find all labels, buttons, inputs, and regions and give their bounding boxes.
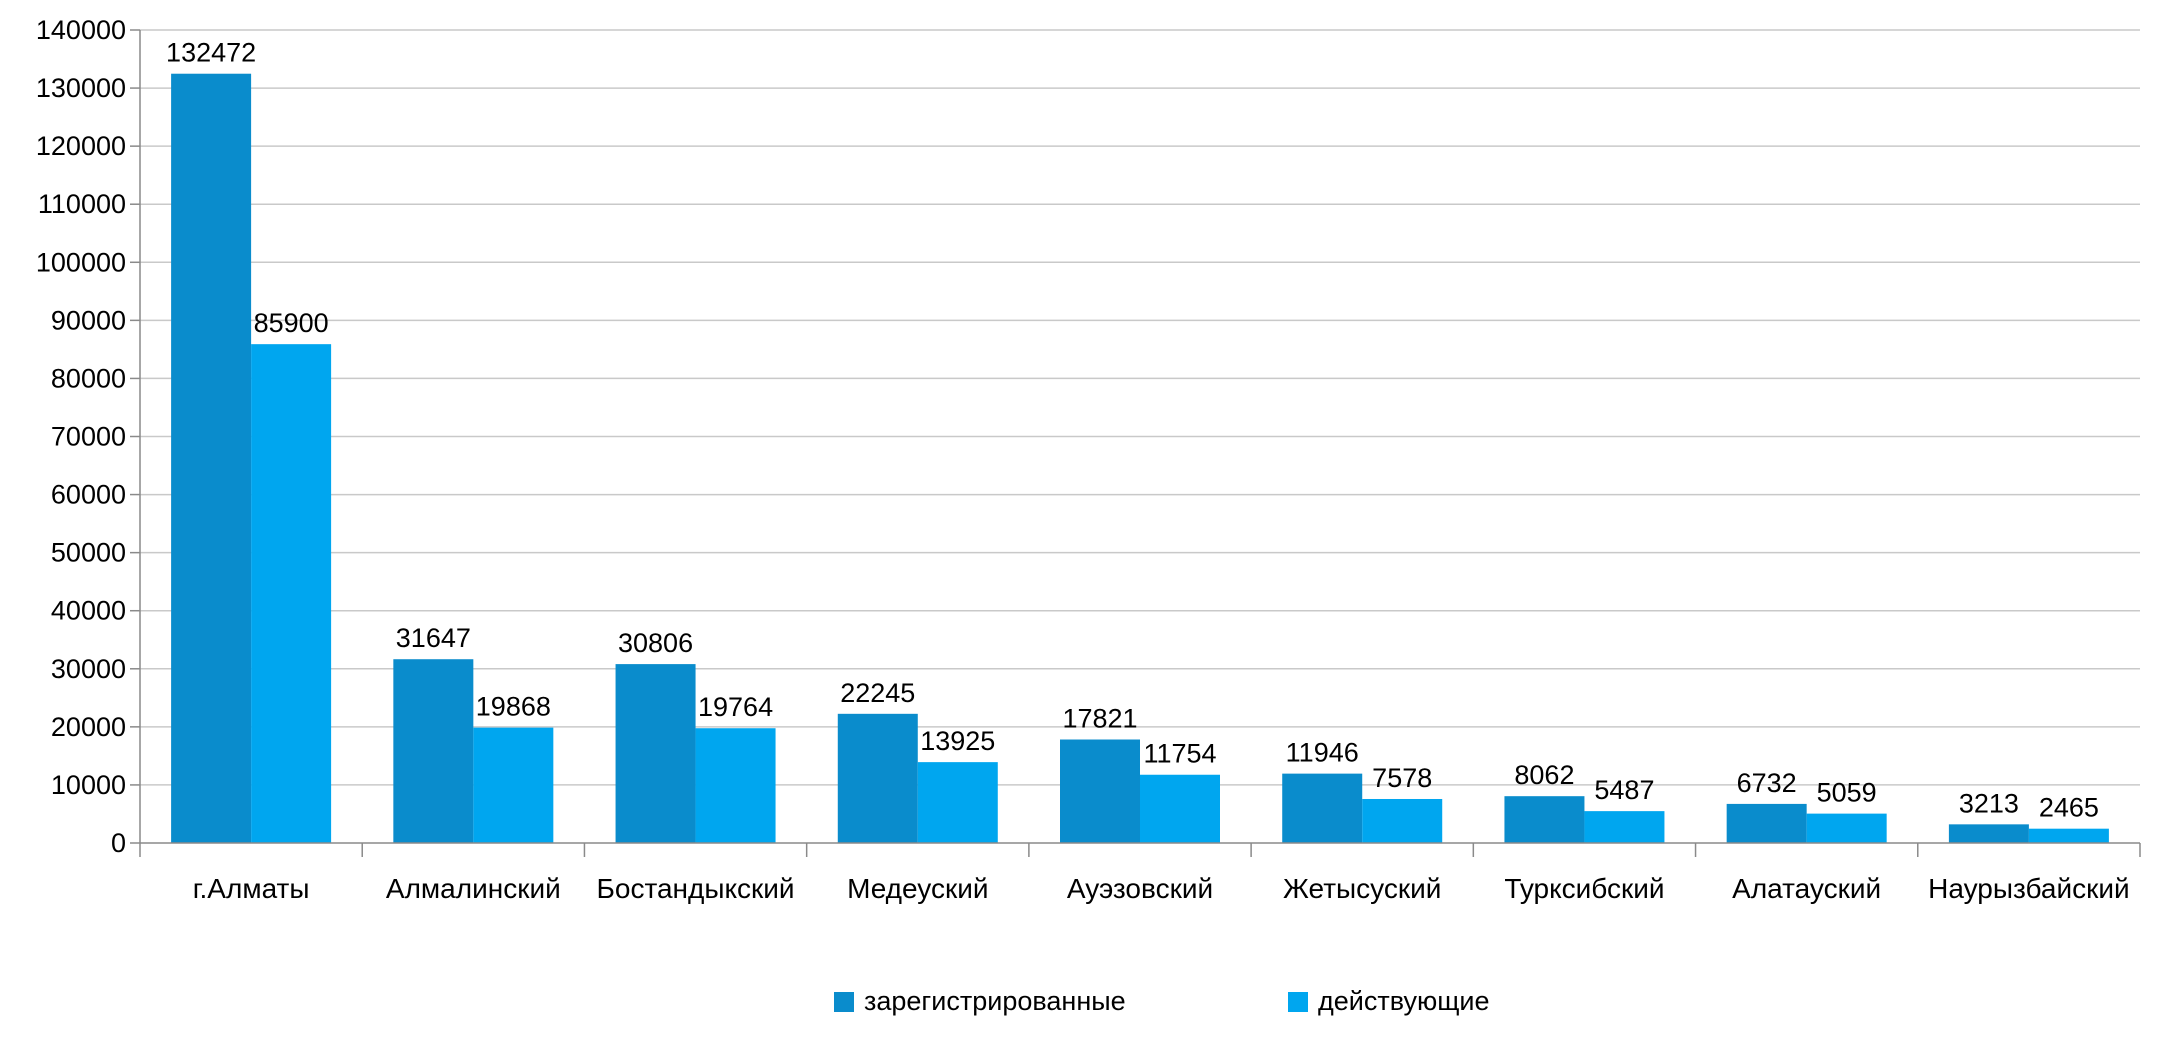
x-category-label: Бостандыкский [597,873,795,904]
x-category-label: Алатауский [1732,873,1881,904]
data-labels: 132472 85900 31647 19868 30806 19764 222451392… [166,38,2099,823]
y-tick-label: 50000 [51,538,126,568]
data-label: 2465 [2039,793,2099,823]
x-category-label: Медеуский [847,873,988,904]
data-label: 22245 [840,678,915,708]
bar-registered [1282,773,1363,843]
legend-label: зарегистрированные [864,986,1126,1016]
bar-registered [171,73,252,843]
data-label: 85900 [254,308,329,338]
x-category-label: г.Алматы [193,873,310,904]
data-label: 31647 [396,623,471,653]
x-category-label: Наурызбайский [1928,873,2130,904]
y-tick-label: 20000 [51,712,126,742]
data-label: 3213 [1959,788,2019,818]
legend-swatch [1288,992,1308,1012]
bar-active [1140,774,1220,843]
x-category-label: Турксибский [1504,873,1664,904]
data-label: 11946 [1286,738,1359,768]
bar-registered [1948,824,2029,843]
data-label: 17821 [1062,704,1137,734]
bar-active [1362,798,1443,843]
data-label: 5487 [1594,775,1654,805]
y-tick-label: 130000 [36,73,126,103]
legend: зарегистрированные действующие [834,986,1490,1016]
bar-active [1806,813,1887,843]
y-tick-label: 40000 [51,596,126,626]
legend-swatch [834,992,854,1012]
bar-registered [1726,803,1807,843]
bar-registered [1060,739,1140,843]
y-tick-label: 110000 [38,189,126,219]
data-label: 6732 [1737,768,1797,798]
legend-label: действующие [1318,986,1490,1016]
x-category-label: Жетысуский [1283,873,1441,904]
y-tick-label: 10000 [51,770,126,800]
x-category-label: Алмалинский [386,873,561,904]
bar-active [251,344,332,843]
y-tick-label: 0 [111,828,126,858]
data-label: 13925 [920,726,995,756]
bar-active [473,727,554,843]
data-label: 8062 [1514,760,1574,790]
bar-registered [1504,796,1585,843]
y-tick-label: 30000 [51,654,126,684]
data-label: 19868 [476,692,551,722]
y-tick-label: 90000 [51,305,126,335]
bar-active [1584,811,1665,843]
data-label: 19764 [698,692,773,722]
data-label: 7578 [1372,763,1432,793]
axes: 0 10000 20000 30000 40000 50000 60000 70000 8000… [36,15,2141,904]
bar-active [917,762,998,843]
data-label: 11754 [1143,739,1216,769]
y-tick-label: 120000 [36,131,126,161]
y-tick-label: 100000 [36,247,126,277]
y-tick-label: 60000 [51,480,126,510]
data-label: 30806 [618,628,693,658]
bar-active [2028,828,2109,843]
bar-registered [837,713,918,843]
gridlines [140,29,2140,786]
data-label: 5059 [1817,778,1877,808]
bar-registered [615,664,696,843]
bars [171,73,2109,843]
y-tick-label: 80000 [51,363,126,393]
data-label: 132472 [166,38,256,68]
y-tick-label: 140000 [36,15,126,45]
x-category-label: Ауэзовский [1067,873,1213,904]
bar-active [695,728,776,843]
y-tick-label: 70000 [51,422,126,452]
bar-registered [393,659,474,843]
